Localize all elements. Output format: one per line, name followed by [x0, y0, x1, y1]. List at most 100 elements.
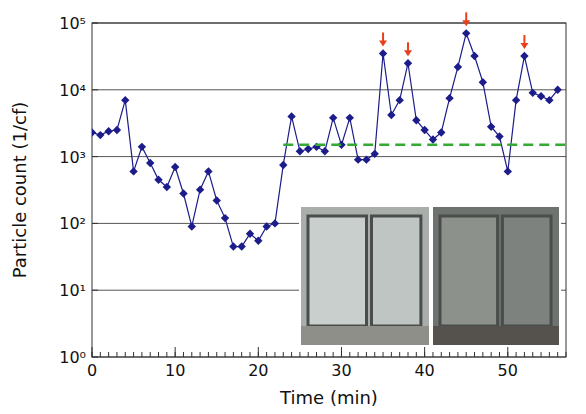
data-point: [296, 147, 304, 155]
x-tick-label: 30: [331, 361, 351, 380]
minor-tick: [474, 352, 475, 357]
minor-tick: [541, 352, 542, 357]
minor-tick: [250, 352, 251, 357]
data-point: [487, 123, 495, 131]
arrow-annotation: [520, 35, 528, 49]
minor-tick: [432, 352, 433, 357]
data-point: [379, 49, 387, 57]
minor-tick: [108, 352, 109, 357]
inset-photo: [300, 206, 430, 346]
data-point: [412, 116, 420, 124]
minor-tick: [150, 352, 151, 357]
minor-tick: [383, 352, 384, 357]
minor-tick: [141, 352, 142, 357]
minor-tick: [457, 352, 458, 357]
y-tick-label: 10¹: [59, 281, 86, 300]
arrow-shaft: [465, 12, 467, 21]
arrow-shaft: [382, 32, 384, 41]
minor-tick: [374, 352, 375, 357]
y-axis-title: Particle count (1/cf): [9, 102, 30, 279]
data-point: [254, 237, 262, 245]
data-point: [129, 167, 137, 175]
y-tick-label: 10²: [59, 214, 86, 233]
minor-tick: [391, 352, 392, 357]
y-tick-label: 10⁰: [59, 348, 86, 367]
y-tick-label: 10⁵: [59, 14, 86, 33]
x-tick: [258, 347, 259, 357]
data-point: [163, 183, 171, 191]
data-point: [237, 242, 245, 250]
data-point: [179, 189, 187, 197]
data-point: [171, 163, 179, 171]
minor-tick: [233, 352, 234, 357]
grid-line: [92, 89, 566, 90]
minor-tick: [241, 352, 242, 357]
minor-tick: [216, 352, 217, 357]
minor-tick: [125, 352, 126, 357]
minor-tick: [524, 352, 525, 357]
data-point: [371, 150, 379, 158]
minor-tick: [158, 352, 159, 357]
y-tick: [92, 156, 98, 157]
data-point: [229, 242, 237, 250]
x-tick-label: 20: [248, 361, 268, 380]
data-point: [221, 214, 229, 222]
x-tick: [507, 347, 508, 357]
photo-frame: [502, 216, 551, 326]
data-point: [146, 159, 154, 167]
data-point: [404, 59, 412, 67]
minor-tick: [191, 352, 192, 357]
data-point: [188, 222, 196, 230]
y-tick-label: 10³: [59, 148, 86, 167]
arrow-shaft: [523, 35, 525, 44]
minor-tick: [408, 352, 409, 357]
minor-tick: [358, 352, 359, 357]
x-tick: [424, 347, 425, 357]
data-point: [454, 63, 462, 71]
photo-frame: [440, 216, 498, 326]
minor-tick: [449, 352, 450, 357]
data-point: [271, 219, 279, 227]
minor-tick: [208, 352, 209, 357]
data-point: [512, 96, 520, 104]
data-point: [262, 222, 270, 230]
data-point: [479, 78, 487, 86]
data-point: [504, 167, 512, 175]
plot-area: [92, 29, 562, 251]
minor-tick: [333, 352, 334, 357]
data-point: [246, 230, 254, 238]
data-point: [545, 96, 553, 104]
minor-tick: [225, 352, 226, 357]
x-tick: [175, 347, 176, 357]
data-point: [329, 114, 337, 122]
minor-tick: [366, 352, 367, 357]
data-point: [154, 176, 162, 184]
x-axis-title: Time (min): [279, 387, 378, 408]
data-point: [537, 92, 545, 100]
arrow-annotation: [379, 32, 387, 46]
data-point: [437, 128, 445, 136]
minor-tick: [291, 352, 292, 357]
data-point: [362, 155, 370, 163]
minor-tick: [399, 352, 400, 357]
arrow-head: [379, 40, 387, 46]
x-tick-label: 10: [165, 361, 185, 380]
data-point: [321, 147, 329, 155]
minor-tick: [466, 352, 467, 357]
x-tick-label: 50: [498, 361, 518, 380]
photo-bg: [300, 206, 430, 346]
reference-line: [283, 144, 566, 147]
photo-floor: [432, 326, 560, 346]
arrow-head: [462, 20, 470, 26]
data-point: [279, 161, 287, 169]
minor-tick: [549, 352, 550, 357]
data-point: [520, 52, 528, 60]
data-line: [92, 33, 558, 246]
plot-frame: [92, 23, 566, 357]
arrow-annotation: [404, 42, 412, 56]
minor-tick: [324, 352, 325, 357]
photo-border: [300, 206, 430, 346]
minor-tick: [416, 352, 417, 357]
data-point: [204, 167, 212, 175]
grid-line: [92, 156, 566, 157]
